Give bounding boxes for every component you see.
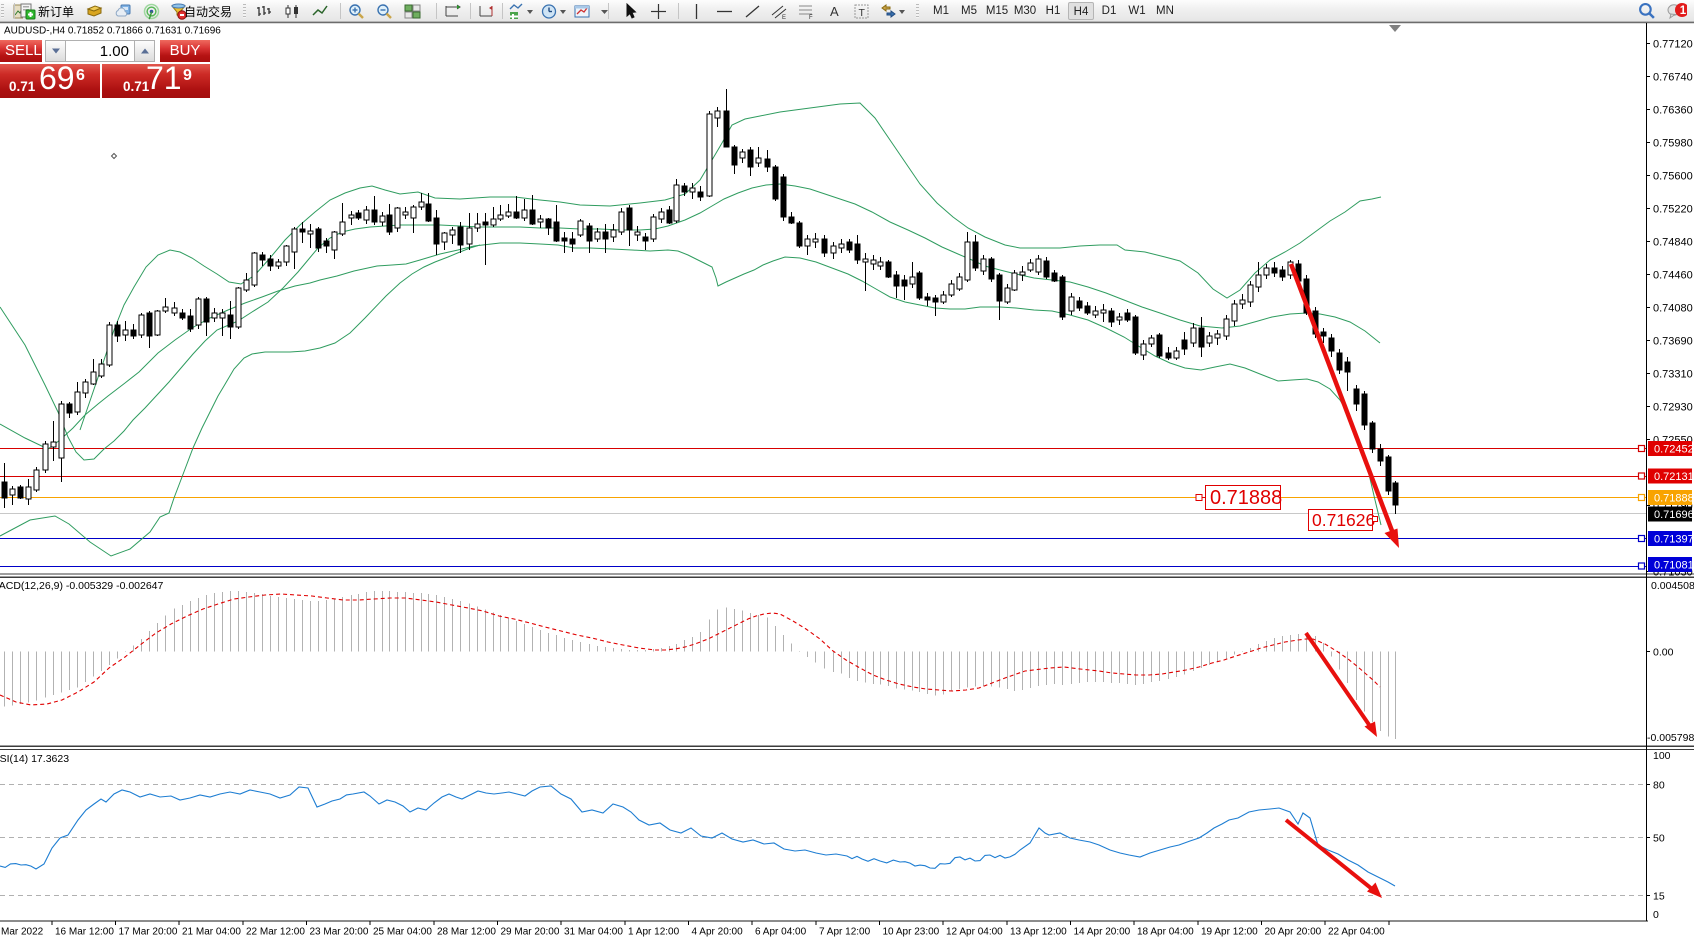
svg-text:0.00: 0.00 (1653, 647, 1674, 659)
svg-text:21 Mar 04:00: 21 Mar 04:00 (182, 927, 241, 938)
svg-text:50: 50 (1653, 833, 1665, 845)
svg-text:AUDUSD-,H4 0.71852 0.71866 0.: AUDUSD-,H4 0.71852 0.71866 0.71631 0.716… (4, 26, 221, 37)
svg-text:22 Apr 04:00: 22 Apr 04:00 (1328, 927, 1385, 938)
svg-text:80: 80 (1653, 780, 1665, 792)
svg-text:0.71397: 0.71397 (1654, 534, 1694, 546)
svg-text:MACD(12,26,9) -0.005329 -0.002: MACD(12,26,9) -0.005329 -0.002647 (0, 580, 164, 592)
svg-text:0.71696: 0.71696 (1654, 509, 1694, 521)
svg-text:0.73310: 0.73310 (1653, 369, 1693, 381)
svg-text:6 Apr 04:00: 6 Apr 04:00 (755, 927, 807, 938)
svg-text:17 Mar 20:00: 17 Mar 20:00 (119, 927, 178, 938)
svg-text:1: 1 (1680, 5, 1687, 17)
svg-text:0.72452: 0.72452 (1654, 444, 1694, 456)
svg-text:22 Mar 12:00: 22 Mar 12:00 (246, 927, 305, 938)
svg-text:0.74080: 0.74080 (1653, 303, 1693, 315)
svg-text:0.71888: 0.71888 (1210, 487, 1282, 509)
svg-text:12 Apr 04:00: 12 Apr 04:00 (946, 927, 1003, 938)
svg-text:25 Mar 04:00: 25 Mar 04:00 (373, 927, 432, 938)
svg-text:23 Mar 20:00: 23 Mar 20:00 (310, 927, 369, 938)
svg-text:A: A (830, 4, 839, 19)
svg-text:F: F (809, 15, 813, 20)
svg-text:13 Apr 12:00: 13 Apr 12:00 (1010, 927, 1067, 938)
svg-text:4 Apr 20:00: 4 Apr 20:00 (692, 927, 744, 938)
svg-text:0.72930: 0.72930 (1653, 402, 1693, 414)
svg-text:19 Apr 12:00: 19 Apr 12:00 (1201, 927, 1258, 938)
svg-text:28 Mar 12:00: 28 Mar 12:00 (437, 927, 496, 938)
svg-text:0.74840: 0.74840 (1653, 237, 1693, 249)
svg-text:31 Mar 04:00: 31 Mar 04:00 (564, 927, 623, 938)
svg-text:16 Mar 12:00: 16 Mar 12:00 (55, 927, 114, 938)
svg-text:10 Apr 23:00: 10 Apr 23:00 (883, 927, 940, 938)
svg-text:0: 0 (1653, 909, 1659, 921)
svg-text:0.71081: 0.71081 (1654, 560, 1694, 572)
svg-text:0.72131: 0.72131 (1654, 471, 1694, 483)
svg-text:0.71888: 0.71888 (1654, 493, 1694, 505)
svg-text:1 Apr 12:00: 1 Apr 12:00 (628, 927, 680, 938)
svg-text:7 Apr 12:00: 7 Apr 12:00 (819, 927, 871, 938)
svg-text:0.76740: 0.76740 (1653, 72, 1693, 84)
svg-text:0.75220: 0.75220 (1653, 204, 1693, 216)
svg-text:0.71626: 0.71626 (1312, 510, 1375, 530)
svg-text:18 Apr 04:00: 18 Apr 04:00 (1137, 927, 1194, 938)
svg-text:T: T (859, 7, 866, 19)
svg-text:0.75600: 0.75600 (1653, 171, 1693, 183)
svg-text:-0.005798: -0.005798 (1647, 732, 1694, 744)
svg-text:0.74460: 0.74460 (1653, 270, 1693, 282)
svg-text:RSI(14) 17.3623: RSI(14) 17.3623 (0, 753, 69, 765)
svg-text:100: 100 (1653, 750, 1671, 762)
svg-text:0.73690: 0.73690 (1653, 336, 1693, 348)
svg-text:0.004508: 0.004508 (1651, 580, 1694, 592)
svg-text:0.77120: 0.77120 (1653, 39, 1693, 51)
svg-text:14 Apr 20:00: 14 Apr 20:00 (1074, 927, 1131, 938)
svg-text:0.76360: 0.76360 (1653, 105, 1693, 117)
svg-text:E: E (782, 15, 786, 20)
svg-text:20 Apr 20:00: 20 Apr 20:00 (1265, 927, 1322, 938)
svg-text:15: 15 (1653, 891, 1665, 903)
svg-text:0.75980: 0.75980 (1653, 138, 1693, 150)
svg-text:Mar 2022: Mar 2022 (1, 927, 44, 938)
svg-text:29 Mar 20:00: 29 Mar 20:00 (501, 927, 560, 938)
